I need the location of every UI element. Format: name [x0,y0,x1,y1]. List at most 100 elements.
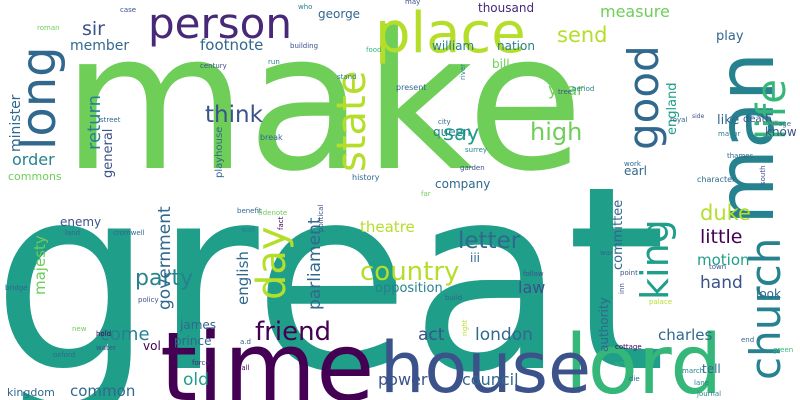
word-state: state [329,71,375,172]
word-tell: tell [702,362,721,376]
word-authority: authority [597,297,611,352]
word-break: break [260,133,283,142]
word-life: life [749,79,795,140]
word-end: end [741,336,754,344]
word-footnote: footnote [200,36,263,54]
word-may: may [405,0,420,6]
word-tidenote: tidenote [258,209,287,217]
word-james: james [179,318,216,332]
word-church: church [741,238,790,380]
word-council: council [462,370,519,389]
word-theatre: theatre [360,218,415,236]
word-food: food [366,46,381,54]
word-lane: lane [694,379,709,387]
word-member: member [70,38,129,54]
word-die: die [629,375,640,383]
word-country: country [360,257,459,287]
word-london: london [475,325,533,345]
word-little: little [700,226,742,248]
word-know: know [765,125,797,139]
word-side: side [692,113,705,120]
word-journal: journal [696,390,721,398]
word-time: time [160,313,375,400]
word-charles: charles [658,326,713,344]
word-house: house [380,327,591,400]
word-benefit: benefit [237,207,262,215]
word-nation: nation [497,39,535,53]
word-come: come [100,324,150,345]
word-death: death [743,114,772,125]
word-thousand: thousand [478,1,534,15]
word-far: far [421,190,431,198]
word-royal: royal [670,116,687,124]
word-case: case [120,6,136,14]
word-follow: follow [523,270,544,278]
word-building: building [290,42,318,50]
word-company: company [435,177,490,191]
word-order: order [12,150,55,169]
word-village: village [768,120,791,128]
word-force: force [192,359,210,367]
word-hall: hall [237,364,250,372]
word-prince: prince [174,334,211,348]
word-war: war [600,249,613,257]
word-political: political [317,205,325,232]
word-king: king [633,219,677,300]
word-stand: stand [337,73,357,81]
word-parliament: parliament [305,217,325,310]
word-who: who [298,3,312,11]
word-send: send [557,23,608,47]
word-tree: tree [558,88,572,96]
word-earl: earl [624,164,647,178]
word-a-d: a.d [240,338,251,346]
word-bill: bill [492,57,510,71]
word-water: water [96,344,116,352]
word-lord: lord [565,318,722,400]
word-policy: policy [138,296,159,304]
word-old: old [183,370,209,390]
word-palace: palace [649,298,672,306]
word-friend: friend [255,317,331,347]
word-march: march [682,367,704,375]
word-cottage: cottage [615,343,642,351]
word-look: look [756,287,781,301]
word-new: new [72,325,87,333]
word-great: great [0,132,666,400]
word-century: century [200,62,227,70]
word-city: city [438,118,451,126]
word-man: man [702,52,792,225]
word-iii: iii [470,251,480,265]
word-duke: duke [700,201,751,225]
word-army: army [614,360,632,368]
word-work: work [624,160,642,168]
word-day: day [249,226,295,300]
word-surrey: surrey [465,146,487,154]
word-say: say [443,121,479,145]
word-george: george [318,7,360,21]
word-wall: wall [241,226,255,234]
word-present: present [396,83,426,92]
word-like: like [717,113,739,128]
word-majesty: majesty [31,235,49,295]
word-fact: fact [277,216,285,230]
word-play: play [716,29,744,44]
word-garden: garden [460,164,485,172]
word-mayor: mayor [718,130,741,138]
word-opposition: opposition [375,281,443,296]
word-green: green [773,346,793,354]
word-england: england [665,82,680,135]
word-motion: motion [697,251,750,269]
word-person: person [148,0,292,48]
word-vol: vol [143,339,161,353]
word-law: law [518,278,545,297]
word-kingdom: kingdom [7,386,55,399]
word-measure: measure [600,2,670,21]
word-playhouse: playhouse [214,127,225,178]
word-history: history [352,173,380,182]
word-period: period [572,85,594,93]
word-minister: minister [8,94,24,152]
